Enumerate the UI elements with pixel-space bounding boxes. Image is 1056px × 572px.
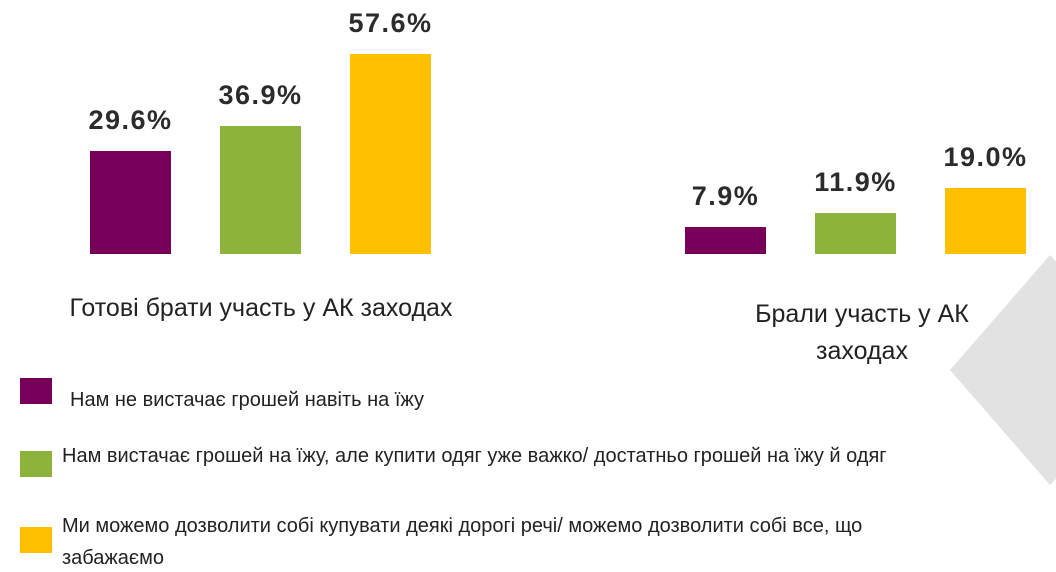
- bar: [685, 226, 766, 254]
- category-label: Готові брати участь у АК заходах: [69, 294, 453, 322]
- value-label: 11.9%: [814, 166, 897, 197]
- value-label: 19.0%: [943, 142, 1028, 173]
- bar: [945, 188, 1026, 254]
- legend-swatch: [20, 378, 52, 404]
- watermark: [950, 255, 1056, 485]
- value-label: 36.9%: [218, 79, 303, 110]
- bar: [815, 212, 896, 254]
- legend-swatch: [20, 451, 52, 477]
- legend-label: Нам не вистачає грошей навіть на їжу: [70, 389, 425, 411]
- value-label: 29.6%: [88, 105, 173, 136]
- bar: [350, 54, 431, 254]
- bar: [90, 151, 171, 254]
- legend-label: Ми можемо дозволити собі купувати деякі …: [62, 515, 863, 569]
- legend-swatch: [20, 527, 52, 553]
- value-label: 57.6%: [348, 8, 433, 38]
- legend-label: Нам вистачає грошей на їжу, але купити о…: [62, 445, 887, 467]
- value-label: 7.9%: [691, 180, 760, 211]
- category-label: Брали участь у АК заходах: [755, 300, 969, 365]
- bar: [220, 125, 301, 254]
